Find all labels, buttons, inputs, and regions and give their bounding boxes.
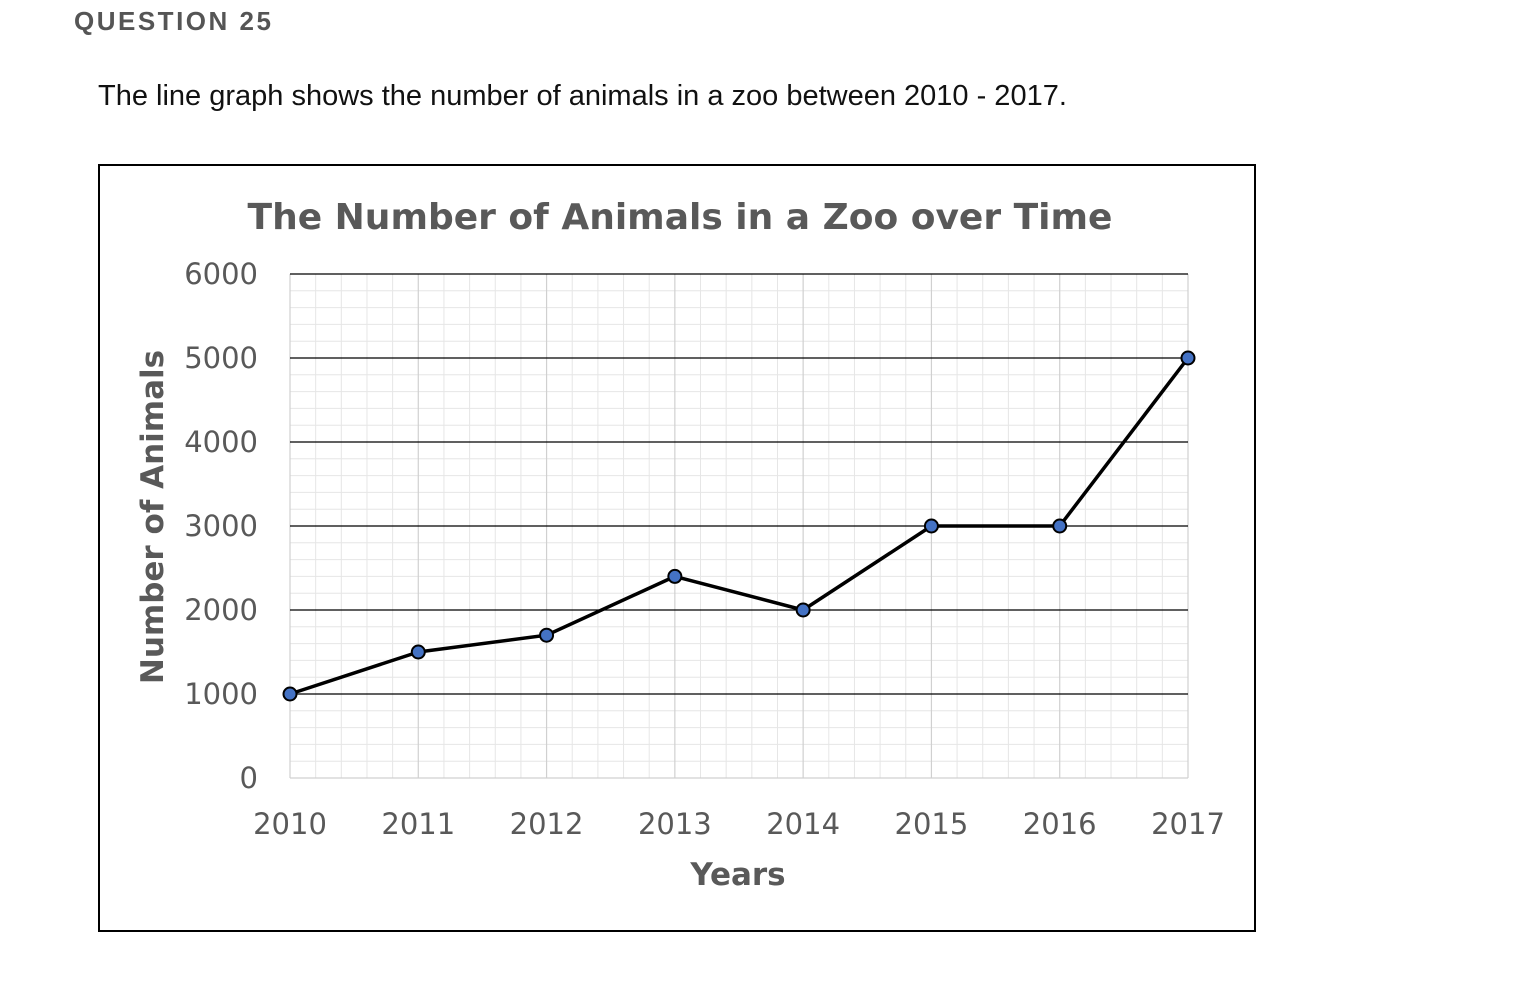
line-chart: The Number of Animals in a Zoo over Time… [135, 197, 1225, 893]
chart-title: The Number of Animals in a Zoo over Time [248, 197, 1113, 238]
y-tick-label: 2000 [184, 593, 258, 627]
x-tick-label: 2012 [510, 807, 584, 841]
major-grid [290, 273, 1188, 779]
y-tick-label: 0 [240, 761, 258, 795]
x-axis-title: Years [689, 857, 785, 893]
data-point [667, 568, 683, 584]
y-tick-label: 6000 [184, 257, 258, 291]
data-point [1052, 518, 1068, 534]
y-tick-label: 1000 [184, 677, 258, 711]
x-axis-tick-labels: 2010 2011 2012 2013 2014 2015 2016 2017 [253, 807, 1225, 841]
y-axis-title: Number of Animals [135, 350, 171, 684]
data-point [539, 627, 555, 643]
question-text: The line graph shows the number of anima… [98, 80, 1067, 112]
y-tick-label: 4000 [184, 425, 258, 459]
y-tick-label: 3000 [184, 509, 258, 543]
y-axis-tick-labels: 0 1000 2000 3000 4000 5000 6000 [184, 257, 258, 795]
data-point [795, 602, 811, 618]
x-tick-label: 2017 [1151, 807, 1225, 841]
y-tick-label: 5000 [184, 341, 258, 375]
data-point [923, 518, 939, 534]
x-tick-label: 2013 [638, 807, 712, 841]
series-line [289, 356, 1190, 696]
data-point [282, 686, 298, 702]
x-tick-label: 2014 [766, 807, 840, 841]
x-tick-label: 2015 [895, 807, 969, 841]
chart-frame: The Number of Animals in a Zoo over Time… [98, 164, 1256, 932]
data-point [1180, 350, 1196, 366]
question-number: QUESTION 25 [74, 6, 274, 36]
x-tick-label: 2011 [381, 807, 455, 841]
x-tick-label: 2010 [253, 807, 327, 841]
data-series [282, 350, 1196, 702]
x-tick-label: 2016 [1023, 807, 1097, 841]
data-point [410, 644, 426, 660]
